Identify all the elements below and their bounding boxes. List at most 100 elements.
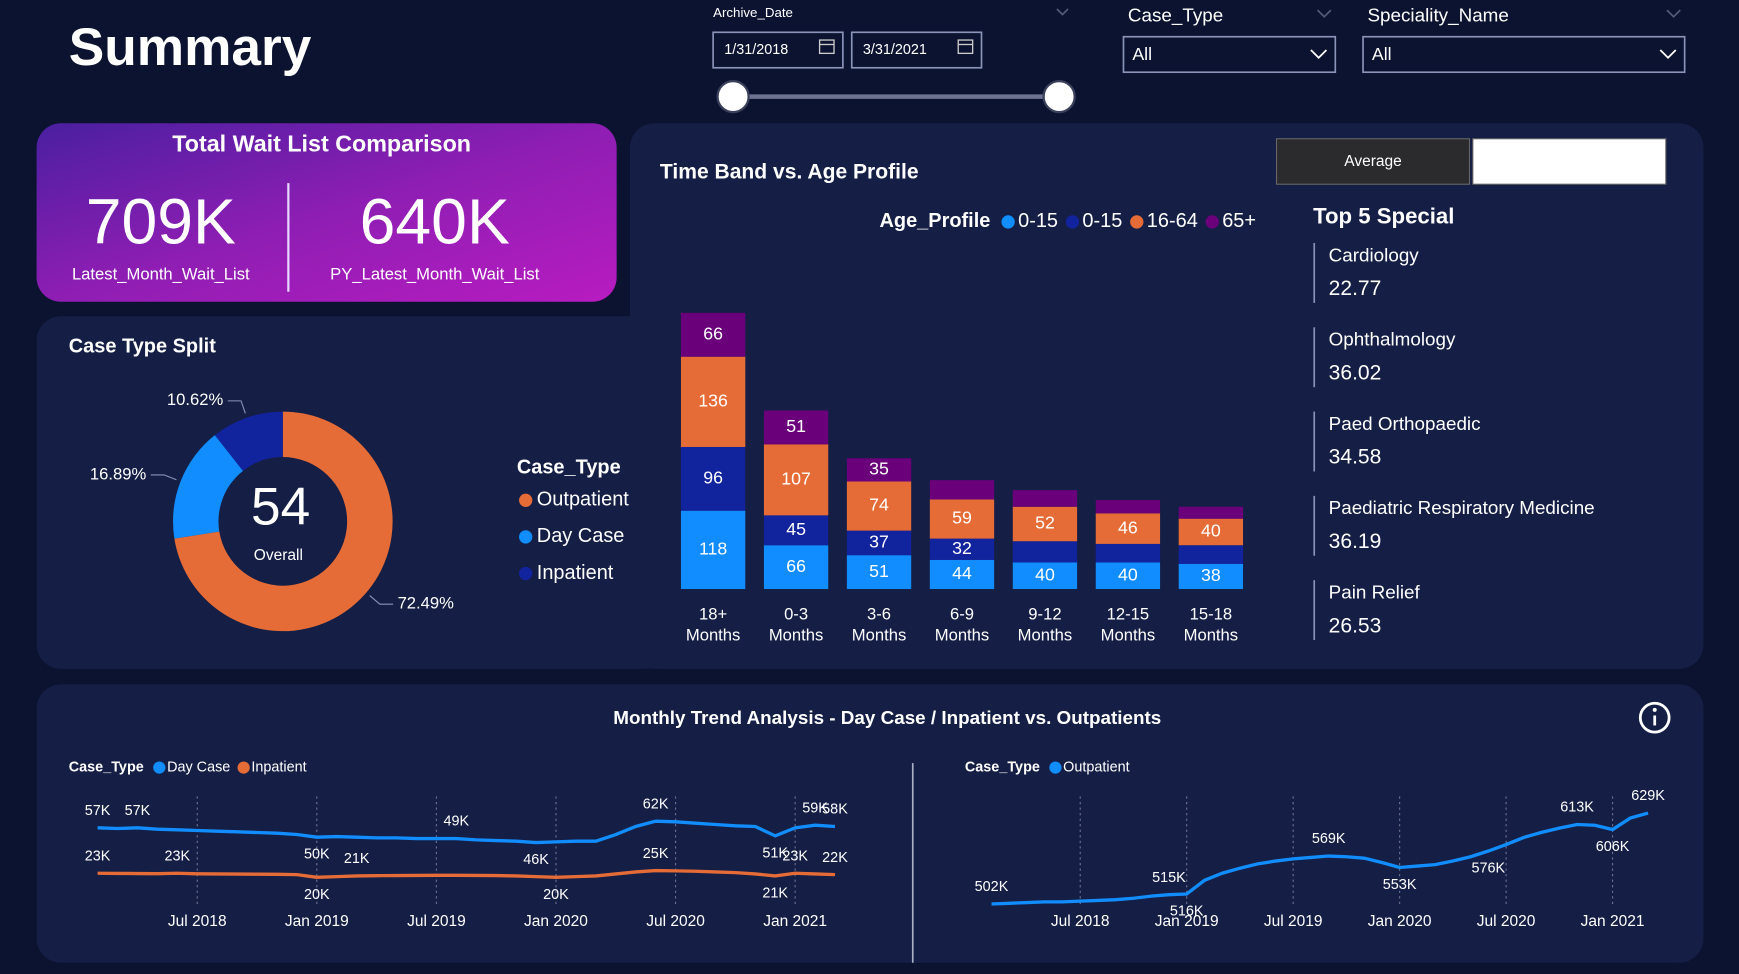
data-label: 629K <box>1631 788 1665 804</box>
kpi-value: 709K <box>86 185 236 257</box>
data-label: 32 <box>952 538 972 558</box>
bar-segment <box>1178 563 1244 590</box>
data-label: 502K <box>975 879 1009 895</box>
top5-value: 26.53 <box>1329 614 1382 637</box>
data-label: 96 <box>703 468 723 488</box>
data-label: 613K <box>1560 800 1594 816</box>
data-label: 37 <box>869 532 889 552</box>
legend-label: Inpatient <box>537 562 614 584</box>
dropdown[interactable] <box>1362 35 1686 74</box>
data-label: 606K <box>1596 839 1630 855</box>
data-label: 516K <box>1170 904 1204 920</box>
legend-label: 0-15 <box>1018 210 1058 232</box>
kpi-value: 640K <box>360 185 510 257</box>
chevron <box>1056 8 1069 16</box>
data-label: 515K <box>1152 870 1186 886</box>
bar-segment <box>763 410 829 445</box>
data-label: 57K <box>85 803 111 819</box>
legend-marker <box>1205 215 1219 229</box>
data-label: 58K <box>822 802 848 818</box>
dropdown[interactable] <box>1122 35 1337 74</box>
data-label: 22K <box>822 850 848 866</box>
donut-center-value: 54 <box>251 477 310 536</box>
data-label: 576K <box>1472 861 1506 877</box>
x-tick-label: 6-9 Months <box>935 605 990 645</box>
filter-label: Case_Type <box>1128 5 1223 27</box>
bar-segment <box>1095 562 1161 590</box>
top5-title: Top 5 Special <box>1313 203 1454 228</box>
legend-label: 0-15 <box>1082 210 1122 232</box>
legend-label: Inpatient <box>251 759 306 775</box>
data-label: 45 <box>786 519 806 539</box>
date-input[interactable] <box>850 31 983 69</box>
data-label: 23K <box>782 848 808 864</box>
x-tick-label: Jul 2018 <box>168 913 227 930</box>
slider-handle[interactable] <box>716 79 750 114</box>
x-tick-label: 15-18 Months <box>1184 605 1239 645</box>
bar-segment <box>846 481 912 531</box>
date-input[interactable] <box>712 31 844 69</box>
data-label: 51K <box>762 845 788 861</box>
bar-segment <box>1012 506 1078 542</box>
bar-segment <box>929 538 995 560</box>
data-label: 52 <box>1035 513 1055 533</box>
data-label: 23K <box>85 848 111 864</box>
trend-title: Monthly Trend Analysis - Day Case / Inpa… <box>613 707 1161 728</box>
bar-segment <box>763 515 829 546</box>
slider-handle[interactable] <box>1042 79 1076 114</box>
legend-marker <box>1049 761 1062 774</box>
data-label: 74 <box>869 495 889 515</box>
data-label: 72.49% <box>398 594 455 613</box>
top5-value: 34.58 <box>1329 446 1382 469</box>
data-label: 10.62% <box>167 390 224 409</box>
data-label: 51 <box>786 416 806 436</box>
legend-marker <box>1065 215 1080 229</box>
x-tick-label: 18+ Months <box>686 605 741 645</box>
panel <box>36 684 1704 963</box>
data-label: 136 <box>698 391 728 411</box>
info-icon <box>1652 707 1657 712</box>
toggle-button[interactable] <box>1472 138 1667 185</box>
legend-marker <box>237 761 250 774</box>
calendar-icon <box>818 39 835 55</box>
data-label: 50K <box>304 847 330 863</box>
bar-segment <box>763 444 829 516</box>
legend-marker <box>519 493 533 507</box>
data-label: 23K <box>164 848 190 864</box>
bar-segment <box>680 356 746 447</box>
bar-segment <box>1095 500 1161 514</box>
bar-segment <box>1012 541 1078 563</box>
legend-label: Day Case <box>167 759 230 775</box>
donut-slice <box>214 411 283 471</box>
legend-marker <box>519 566 533 581</box>
legend-label: Outpatient <box>1063 759 1129 775</box>
legend-title: Case_Type <box>965 759 1040 775</box>
toggle-button[interactable] <box>1275 138 1471 185</box>
donut-slice <box>174 411 393 632</box>
bar-segment <box>1178 545 1244 564</box>
dropdown-value: All <box>1132 44 1152 64</box>
data-label: 20K <box>543 887 569 903</box>
chevron <box>1666 9 1681 18</box>
legend-marker <box>153 761 166 774</box>
legend-label: Day Case <box>537 525 625 547</box>
legend-title: Case_Type <box>517 456 621 478</box>
legend-marker <box>1001 215 1015 229</box>
x-tick-label: Jul 2019 <box>1264 913 1323 930</box>
x-tick-label: Jan 2020 <box>524 913 588 930</box>
chevron <box>1316 9 1332 18</box>
data-label: 38 <box>1201 565 1221 585</box>
x-tick-label: Jul 2019 <box>407 913 466 930</box>
info-icon[interactable] <box>1638 701 1671 734</box>
data-label: 21K <box>762 886 788 902</box>
x-tick-label: Jan 2021 <box>763 913 827 930</box>
filter-label: Speciality_Name <box>1367 5 1508 27</box>
kpi-label: Latest_Month_Wait_List <box>72 265 250 284</box>
chart-title: Case Type Split <box>69 336 216 358</box>
toggle-label: Median <box>1544 153 1595 170</box>
legend-title: Age_Profile <box>879 210 990 232</box>
bar-segment <box>1178 518 1244 546</box>
x-tick-label: 12-15 Months <box>1101 605 1156 645</box>
x-tick-label: 9-12 Months <box>1018 605 1073 645</box>
